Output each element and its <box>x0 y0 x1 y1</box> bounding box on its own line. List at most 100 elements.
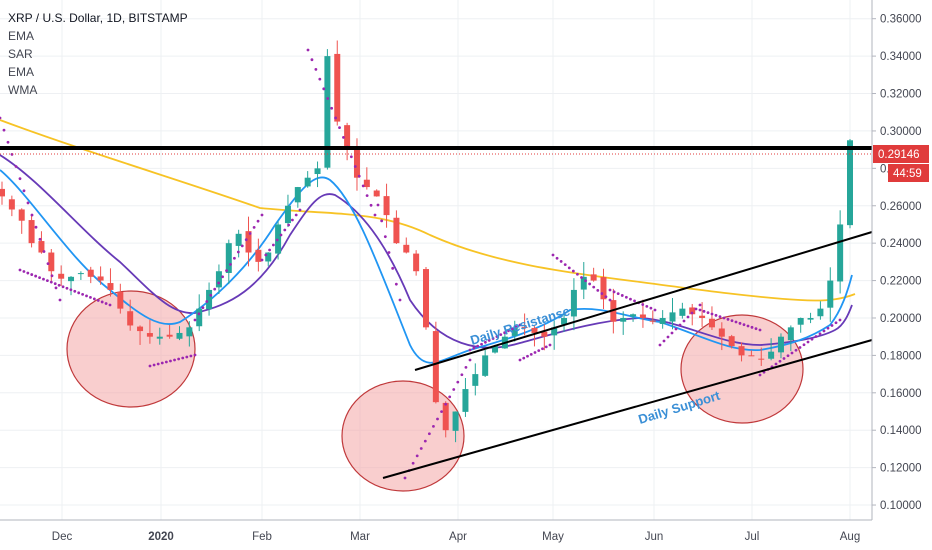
candle <box>215 264 222 294</box>
sar-dot-217 <box>826 326 830 330</box>
sar-dot-145 <box>548 343 552 347</box>
x-tick-label: Mar <box>350 531 370 543</box>
time-axis[interactable]: Dec 2020 Feb Mar Apr May Jun Jul Aug <box>52 531 860 543</box>
candle <box>423 267 429 330</box>
candle <box>324 49 331 170</box>
sar-dot-26 <box>57 283 61 287</box>
sar-dot-119 <box>456 380 460 384</box>
last-price-tag-bg <box>873 145 929 163</box>
sar-dot-186 <box>706 311 710 315</box>
sar-dot-123 <box>468 348 472 352</box>
sar-dot-174 <box>662 339 666 343</box>
sar-dot-54 <box>201 306 205 310</box>
indicator-ema-2[interactable]: EMA <box>8 65 35 79</box>
sar-dot-139 <box>526 354 529 358</box>
sar-dot-112 <box>427 432 431 436</box>
sar-dot-25 <box>53 282 57 286</box>
sar-dot-18 <box>26 271 30 275</box>
sar-dot-6 <box>22 189 26 193</box>
sar-dot-81 <box>306 48 310 52</box>
candle <box>146 319 153 344</box>
sar-dot-142 <box>537 349 541 353</box>
indicator-ema-1[interactable]: EMA <box>8 29 35 43</box>
sar-dot-100 <box>380 219 384 223</box>
indicator-sar[interactable]: SAR <box>8 47 33 61</box>
y-tick-label: 0.16000 <box>880 388 922 400</box>
candle <box>472 363 479 396</box>
chart-title: XRP / U.S. Dollar, 1D, BITSTAMP <box>8 11 188 25</box>
sar-dot-126 <box>480 342 483 346</box>
sar-dot-220 <box>838 318 842 322</box>
sar-dot-188 <box>714 313 718 317</box>
sar-dot-138 <box>522 356 526 360</box>
sar-dot-96 <box>365 194 369 197</box>
sar-dot-90 <box>342 135 345 139</box>
sar-dot-37 <box>100 300 104 304</box>
sar-dot-170 <box>645 304 649 308</box>
chart-legend: XRP / U.S. Dollar, 1D, BITSTAMP EMA SAR … <box>8 9 188 99</box>
x-tick-label: Jun <box>645 531 664 543</box>
highlight-circle-dec <box>66 290 196 408</box>
sar-dot-23 <box>45 279 49 283</box>
daily-support-line <box>382 339 873 479</box>
candle <box>738 342 745 362</box>
candle <box>156 327 163 345</box>
sar-dot-87 <box>330 106 334 110</box>
sar-dot-173 <box>658 343 662 347</box>
sar-dot-94 <box>357 174 361 178</box>
sar-dot-44 <box>164 360 168 364</box>
candle <box>176 326 183 341</box>
y-tick-label: 0.18000 <box>880 350 922 362</box>
sar-dot-130 <box>495 335 499 338</box>
sar-dot-212 <box>806 340 810 344</box>
daily-resistance-line <box>414 231 873 371</box>
candle <box>107 268 114 297</box>
sar-dot-78 <box>291 218 294 222</box>
x-tick-label: Jul <box>745 531 760 543</box>
sar-dot-129 <box>491 337 495 340</box>
candle <box>137 325 144 345</box>
sar-dot-152 <box>576 272 579 276</box>
candle <box>225 239 232 285</box>
sar-dot-98 <box>373 213 377 217</box>
sar-dot-0 <box>0 116 2 120</box>
sar-dot-169 <box>641 303 645 306</box>
sar-dot-196 <box>746 324 750 328</box>
sar-dot-65 <box>244 238 248 242</box>
sar-dot-176 <box>670 331 674 335</box>
sar-dot-83 <box>314 68 318 71</box>
sar-dot-131 <box>499 333 503 337</box>
price-axis[interactable]: 0.10000 0.12000 0.14000 0.16000 0.18000 0.200… <box>872 14 922 512</box>
sar-dot-208 <box>790 351 794 355</box>
sar-dot-62 <box>233 256 236 260</box>
sar-dot-28 <box>65 286 69 290</box>
sar-dot-48 <box>181 356 185 360</box>
sar-dot-86 <box>326 97 330 100</box>
sar-dot-24 <box>49 280 53 284</box>
candle <box>551 320 558 350</box>
sar-dot-179 <box>682 319 686 323</box>
candle <box>669 298 676 330</box>
candle <box>748 350 755 357</box>
sar-dot-183 <box>698 303 702 307</box>
sar-dot-134 <box>510 327 514 331</box>
candle <box>28 213 35 248</box>
sar-dot-182 <box>694 307 698 311</box>
y-tick-label: 0.20000 <box>880 313 922 325</box>
candle <box>511 320 518 342</box>
candle <box>452 411 459 443</box>
candle <box>344 122 351 161</box>
indicator-wma[interactable]: WMA <box>8 83 38 97</box>
sar-dot-51 <box>193 353 197 357</box>
sar-dot-113 <box>432 424 435 428</box>
sar-dot-215 <box>818 332 822 336</box>
y-tick-label: 0.32000 <box>880 89 922 101</box>
sar-dot-210 <box>798 346 802 349</box>
candle <box>787 325 794 352</box>
sar-dot-95 <box>361 184 365 188</box>
sar-dot-101 <box>383 235 387 239</box>
candle <box>600 268 607 310</box>
sar-dot-2 <box>6 140 10 144</box>
candle <box>284 194 291 228</box>
